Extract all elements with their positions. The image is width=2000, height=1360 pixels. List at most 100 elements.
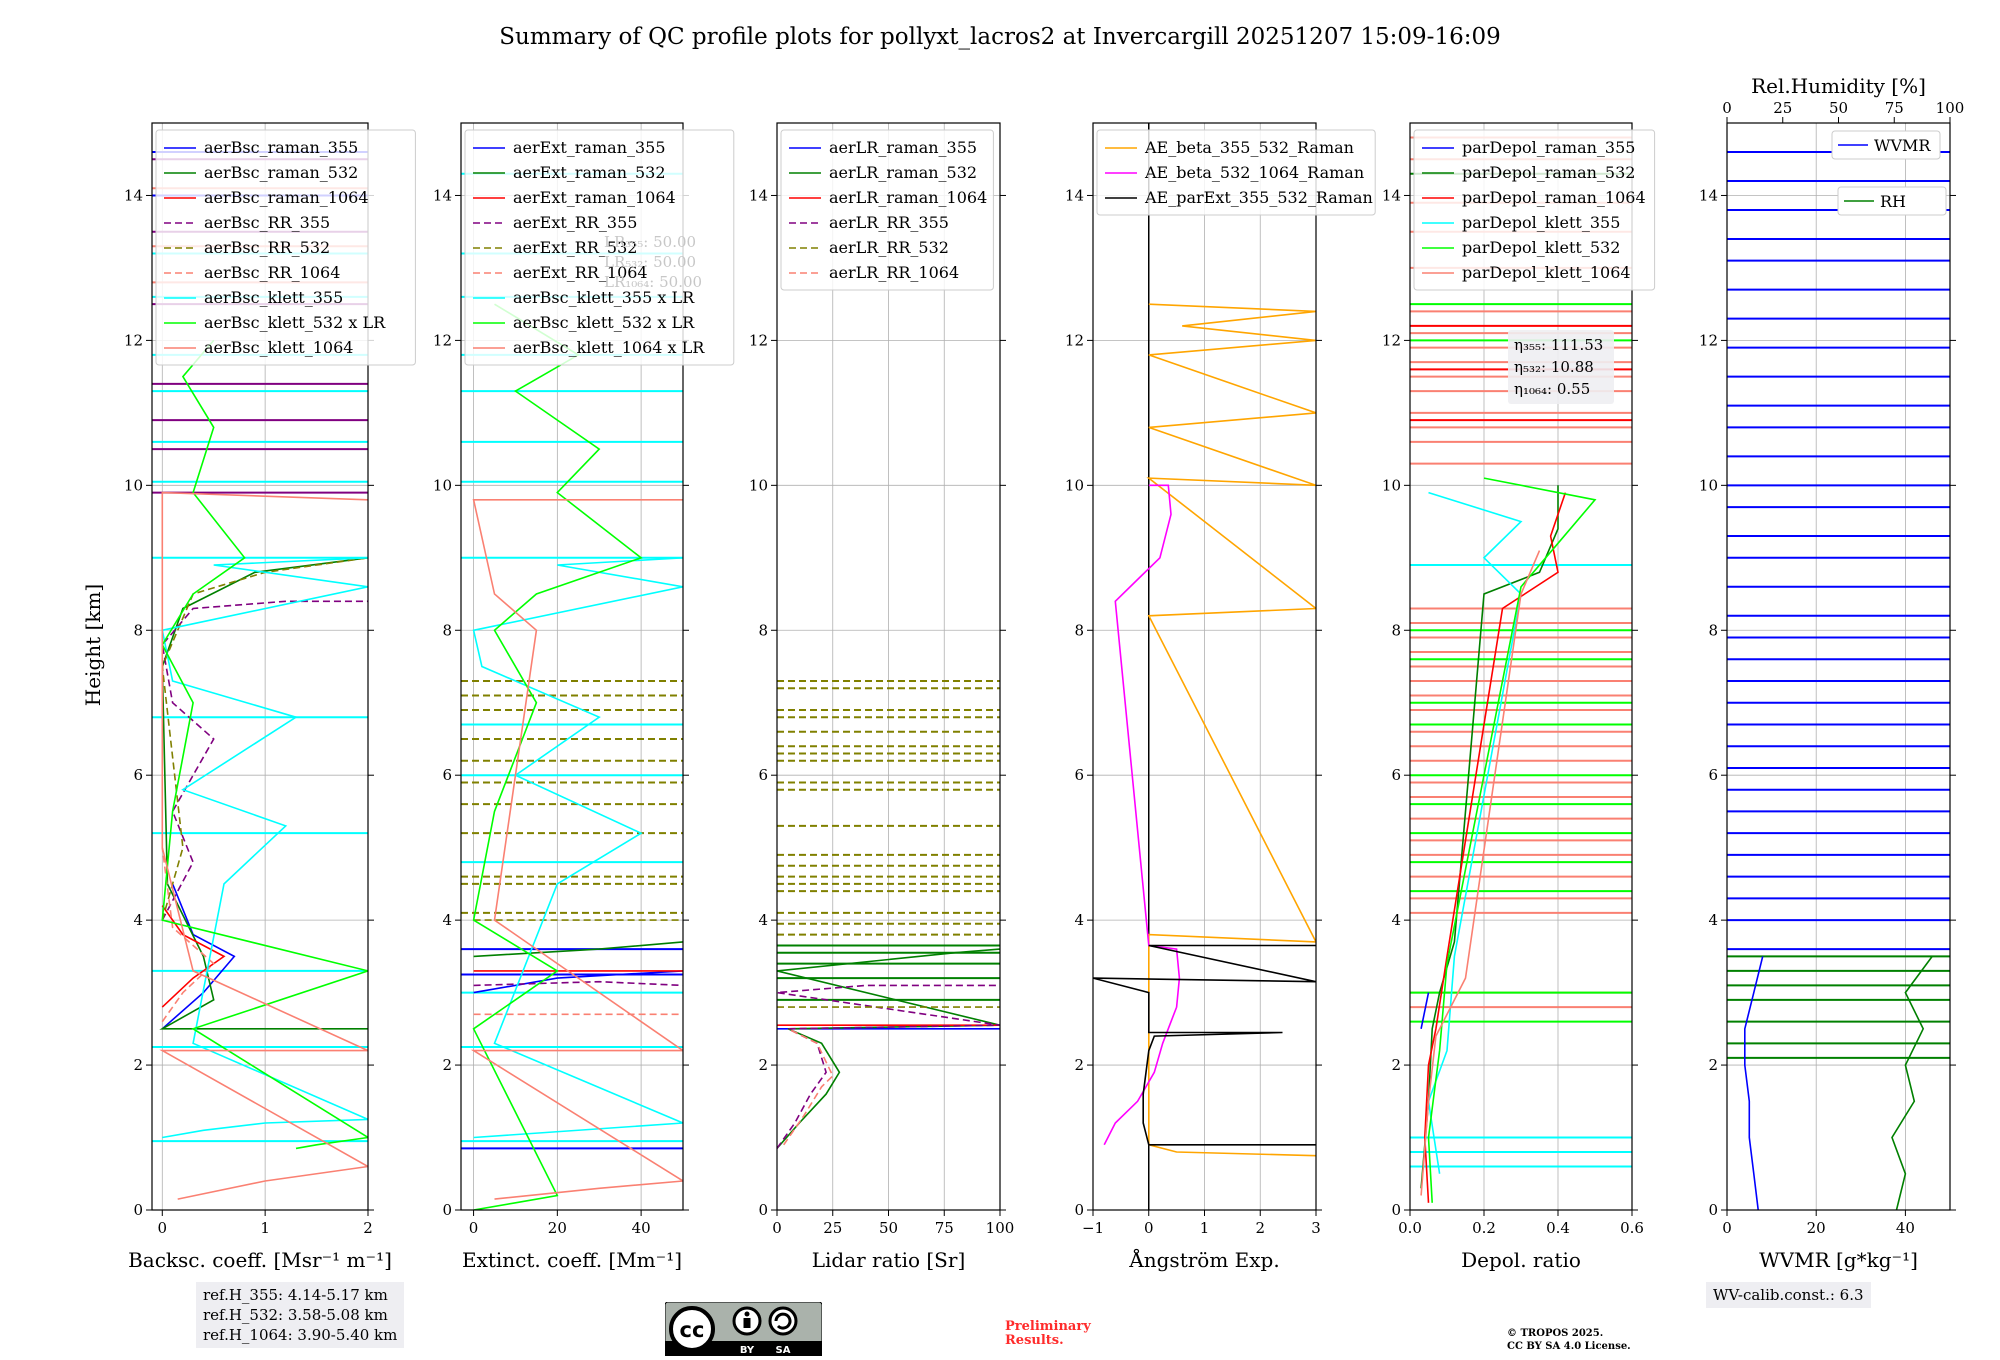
cc-text: cc <box>680 1318 705 1342</box>
x-tick-label: 0 <box>158 1219 168 1237</box>
legend-label: AE_parExt_355_532_Raman <box>1144 188 1373 207</box>
y-tick-label: 14 <box>124 186 143 204</box>
y-tick-label: 4 <box>442 911 452 929</box>
legend-label: aerBsc_klett_355 x LR <box>513 288 695 307</box>
series-line-aerExt_raman_532 <box>473 941 683 958</box>
legend-label: aerBsc_klett_355 <box>204 288 343 307</box>
y-tick-label: 4 <box>133 911 143 929</box>
eta-value: η₁₀₆₄: 0.55 <box>1514 380 1590 398</box>
y-tick-label: 0 <box>758 1201 768 1219</box>
x-tick-label: 1 <box>260 1219 270 1237</box>
y-tick-label: 2 <box>758 1056 768 1074</box>
x-tick-label: 1 <box>1200 1219 1210 1237</box>
y-tick-label: 10 <box>433 476 452 494</box>
y-tick-label: 0 <box>1708 1201 1718 1219</box>
legend-label: AE_beta_355_532_Raman <box>1144 138 1354 157</box>
top-x-tick-label: 25 <box>1773 99 1792 117</box>
y-tick-label: 8 <box>758 621 768 639</box>
series-line-aerBsc_raman_1064 <box>161 905 226 1008</box>
legend-label: aerBsc_raman_532 <box>204 163 358 182</box>
series-line-aerBsc_klett_532 x LR <box>161 339 368 1150</box>
panel-lr: 0 25 50 75 100 0 2 4 6 8 10 12 14 Lidar ratio [Sr] aer… <box>749 122 1014 1272</box>
y-tick-label: 12 <box>124 331 143 349</box>
copyright-line-1: © TROPOS 2025. <box>1507 1328 1604 1339</box>
top-x-tick-label: 100 <box>1936 99 1965 117</box>
preliminary-line-1: Preliminary <box>1005 1319 1091 1334</box>
series-line-aerLR_RR_1064 <box>783 1028 834 1146</box>
eta-value: η₃₅₅: 111.53 <box>1514 336 1603 354</box>
series-line-aerExt_raman_355 <box>473 970 683 994</box>
legend-label: parDepol_raman_532 <box>1462 163 1635 182</box>
x-tick-label: 0.6 <box>1620 1219 1644 1237</box>
legend-label: aerBsc_klett_532 x LR <box>513 313 695 332</box>
copyright-line-2: CC BY SA 4.0 License. <box>1507 1341 1631 1352</box>
x-tick-label: 2 <box>1255 1219 1265 1237</box>
axes-frame <box>1726 122 1951 1211</box>
y-tick-label: 8 <box>442 621 452 639</box>
preliminary-line-2: Results. <box>1005 1333 1064 1348</box>
legend-label: aerExt_RR_532 <box>513 238 637 257</box>
legend-label: aerBsc_klett_1064 x LR <box>513 338 705 357</box>
plot-area <box>1727 150 1950 1210</box>
lr-annotation: LR₁₀₆₄: 50.00 <box>604 273 702 291</box>
axes-frame <box>460 122 684 1211</box>
legend-label: aerLR_raman_532 <box>829 163 977 182</box>
eta-box <box>1508 330 1614 404</box>
legend-label: parDepol_klett_532 <box>1462 238 1620 257</box>
legend-box <box>155 129 416 366</box>
y-tick-label: 2 <box>1708 1056 1718 1074</box>
series-line-aerBsc_raman_355 <box>161 883 236 1030</box>
series-line-aerBsc_klett_1064 x LR <box>470 498 683 1200</box>
y-tick-label: 4 <box>1391 911 1401 929</box>
x-tick-label: 0 <box>1144 1219 1154 1237</box>
series-line-aerBsc_RR_532 <box>161 557 368 921</box>
y-tick-label: 2 <box>1391 1056 1401 1074</box>
y-tick-label: 14 <box>1382 186 1401 204</box>
y-tick-label: 8 <box>1391 621 1401 639</box>
axes-frame <box>1409 122 1633 1211</box>
y-tick-label: 4 <box>1708 911 1718 929</box>
legend-label: aerLR_raman_355 <box>829 138 977 157</box>
y-tick-label: 10 <box>124 476 143 494</box>
y-tick-label: 12 <box>749 331 768 349</box>
by-text: BY <box>740 1345 755 1356</box>
top-x-axis-label: Rel.Humidity [%] <box>1751 74 1926 98</box>
series-line-aerBsc_RR_1064 <box>161 847 215 1023</box>
series-line-parDepol_raman_1064 <box>1423 492 1567 1203</box>
y-tick-label: 6 <box>1074 766 1084 784</box>
series-line-AE_parExt_355_532_Raman <box>1093 944 1316 1146</box>
lr-annotation: LR₃₅₅: 50.00 <box>604 233 696 251</box>
x-tick-label: 40 <box>632 1219 651 1237</box>
plot-area <box>461 172 683 1210</box>
x-axis-label: Extinct. coeff. [Mm⁻¹] <box>462 1248 682 1272</box>
series-line-AE_beta_532_1064_Raman <box>1103 484 1181 1146</box>
legend-label: AE_beta_532_1064_Raman <box>1144 163 1364 182</box>
plot-area <box>1093 123 1316 1210</box>
y-tick-label: 10 <box>1699 476 1718 494</box>
ref-height-1064: ref.H_1064: 3.90-5.40 km <box>203 1326 398 1344</box>
legend-label: parDepol_klett_1064 <box>1462 263 1631 282</box>
y-tick-label: 8 <box>133 621 143 639</box>
y-tick-label: 6 <box>442 766 452 784</box>
panel-depol: 0.0 0.2 0.4 0.6 0 2 4 6 8 10 12 14 Depol. ratio parDe… <box>1382 122 1656 1272</box>
series-line-AE_beta_355_532_Raman <box>1146 303 1316 1157</box>
y-axis-label: Height [km] <box>81 584 105 706</box>
series-line-aerBsc_klett_1064 <box>159 491 368 1200</box>
legend-label: RH <box>1880 192 1906 211</box>
legend-label: aerBsc_RR_355 <box>204 213 330 232</box>
y-tick-label: 12 <box>1382 331 1401 349</box>
x-tick-label: 3 <box>1311 1219 1321 1237</box>
x-axis-label: Ångström Exp. <box>1128 1247 1279 1272</box>
legend-box <box>1831 130 1941 160</box>
x-tick-label: −1 <box>1082 1219 1104 1237</box>
legend-box <box>1096 129 1376 216</box>
legend-label: aerLR_RR_355 <box>829 213 949 232</box>
y-tick-label: 8 <box>1708 621 1718 639</box>
legend-label: aerExt_RR_355 <box>513 213 637 232</box>
figure-title: Summary of QC profile plots for pollyxt_… <box>499 24 1500 50</box>
legend-label: aerLR_raman_1064 <box>829 188 987 207</box>
y-tick-label: 14 <box>749 186 768 204</box>
y-tick-label: 6 <box>1391 766 1401 784</box>
